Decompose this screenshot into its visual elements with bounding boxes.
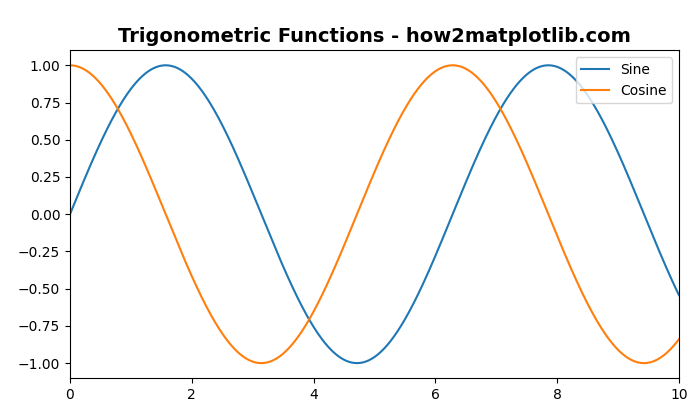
- Line: Cosine: Cosine: [70, 65, 679, 363]
- Cosine: [675, 336, 683, 341]
- Sine: [542, 63, 550, 68]
- Sine: [66, 212, 74, 217]
- Legend: Sine, Cosine: Sine, Cosine: [575, 58, 672, 103]
- Cosine: [257, 361, 265, 366]
- Line: Sine: Sine: [70, 65, 679, 363]
- Cosine: [552, 231, 561, 236]
- Sine: [313, 329, 321, 334]
- Cosine: [484, 88, 493, 93]
- Sine: [128, 85, 136, 90]
- Sine: [553, 64, 561, 69]
- Cosine: [541, 205, 550, 210]
- Title: Trigonometric Functions - how2matplotlib.com: Trigonometric Functions - how2matplotlib…: [118, 27, 631, 46]
- Sine: [335, 354, 343, 359]
- Cosine: [128, 134, 136, 139]
- Sine: [162, 63, 170, 68]
- Cosine: [66, 63, 74, 68]
- Sine: [675, 293, 683, 298]
- Sine: [353, 361, 361, 366]
- Sine: [485, 127, 494, 132]
- Cosine: [313, 303, 321, 308]
- Cosine: [335, 255, 343, 260]
